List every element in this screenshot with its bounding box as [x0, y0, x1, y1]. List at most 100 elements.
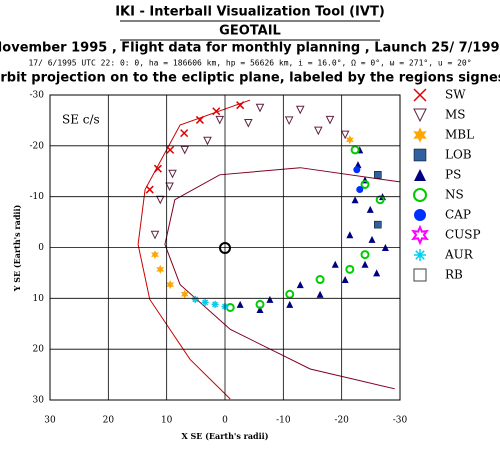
- point: [212, 107, 221, 116]
- point: [215, 115, 225, 125]
- point: [244, 118, 253, 128]
- legend-label: AUR: [444, 248, 474, 262]
- y-tick-label: -10: [30, 192, 45, 202]
- header-line: 17/ 6/1995 UTC 22: 0: 0, ha = 186606 km,…: [28, 59, 471, 68]
- point: [285, 289, 295, 299]
- point: [286, 300, 294, 308]
- point: [360, 250, 370, 260]
- legend-marker: [413, 88, 427, 102]
- legend-label: CUSP: [445, 228, 481, 242]
- legend-marker: [411, 224, 429, 246]
- y-tick-label: -30: [30, 91, 45, 101]
- point: [266, 295, 274, 303]
- legend-marker: [414, 209, 426, 221]
- x-tick-label: -30: [393, 416, 408, 426]
- point: [296, 281, 304, 289]
- point: [201, 298, 209, 306]
- point: [153, 164, 162, 173]
- point: [225, 302, 235, 312]
- legend-marker: [413, 108, 427, 123]
- legend-marker: [414, 169, 426, 181]
- point: [180, 129, 189, 138]
- point: [346, 231, 354, 239]
- legend-label: SW: [445, 88, 466, 102]
- point: [315, 275, 325, 285]
- point: [325, 115, 335, 125]
- point: [155, 195, 165, 205]
- point: [203, 136, 212, 146]
- point: [340, 130, 350, 140]
- point: [341, 276, 349, 284]
- point: [180, 289, 189, 299]
- frame-label: SE c/s: [62, 113, 100, 127]
- y-tick-label: 10: [33, 294, 45, 304]
- boundaries: [137, 99, 400, 400]
- point: [166, 145, 175, 154]
- point: [353, 166, 361, 174]
- point: [236, 300, 244, 308]
- subtitle: GEOTAIL: [219, 24, 281, 39]
- point: [165, 182, 174, 192]
- y-tick-label: 30: [33, 396, 45, 406]
- legend-marker: [413, 268, 427, 282]
- legend-label: NS: [445, 188, 464, 202]
- legend-label: LOB: [445, 148, 472, 162]
- point: [373, 269, 381, 277]
- point: [211, 300, 219, 308]
- boundary-line: [164, 167, 400, 390]
- x-tick-label: 10: [161, 416, 173, 426]
- plot: [137, 99, 400, 400]
- legend-label: PS: [445, 168, 461, 182]
- x-tick-label: -10: [276, 416, 291, 426]
- point: [195, 115, 204, 124]
- legend-marker: [413, 127, 427, 143]
- y-tick-label: 20: [33, 345, 45, 355]
- point: [180, 145, 190, 155]
- point: [284, 116, 294, 126]
- boundary-line: [137, 99, 251, 400]
- x-tick-label: -20: [334, 416, 349, 426]
- point: [168, 169, 177, 179]
- point: [366, 205, 374, 213]
- point: [356, 186, 364, 194]
- point: [256, 306, 264, 314]
- title: IKI - Interball Visualization Tool (IVT): [115, 5, 385, 20]
- legend-label: MBL: [445, 128, 474, 142]
- point: [255, 299, 265, 309]
- point: [191, 295, 199, 303]
- y-tick-label: -20: [30, 141, 45, 151]
- y-tick-label: 0: [38, 243, 44, 253]
- legend-marker: [413, 148, 427, 162]
- point: [255, 103, 265, 113]
- x-tick-label: 30: [44, 416, 56, 426]
- point: [314, 126, 323, 136]
- header-line: Orbit projection on to the ecliptic plan…: [0, 71, 500, 86]
- header-line: November 1995 , Flight data for monthly …: [0, 41, 500, 56]
- point: [345, 135, 354, 145]
- y-axis-label: Y SE (Earth's radii): [12, 205, 22, 293]
- legend-label: MS: [445, 108, 466, 122]
- point: [295, 105, 305, 115]
- point: [374, 171, 382, 179]
- point: [351, 196, 359, 204]
- point: [316, 290, 324, 298]
- point: [331, 260, 339, 268]
- x-tick-label: 20: [103, 416, 115, 426]
- point: [361, 260, 369, 268]
- x-axis-label: X SE (Earth's radii): [181, 431, 268, 441]
- point: [374, 220, 382, 229]
- point: [145, 185, 154, 194]
- legend-label: CAP: [445, 208, 471, 222]
- point: [166, 280, 175, 290]
- legend-marker: [414, 249, 426, 261]
- point: [350, 145, 360, 155]
- point: [360, 179, 370, 189]
- point: [150, 230, 160, 240]
- point: [156, 264, 165, 274]
- legend-label: RB: [445, 268, 463, 282]
- point: [368, 235, 376, 243]
- legend-marker: [413, 188, 427, 202]
- point: [236, 101, 245, 110]
- point: [375, 195, 385, 205]
